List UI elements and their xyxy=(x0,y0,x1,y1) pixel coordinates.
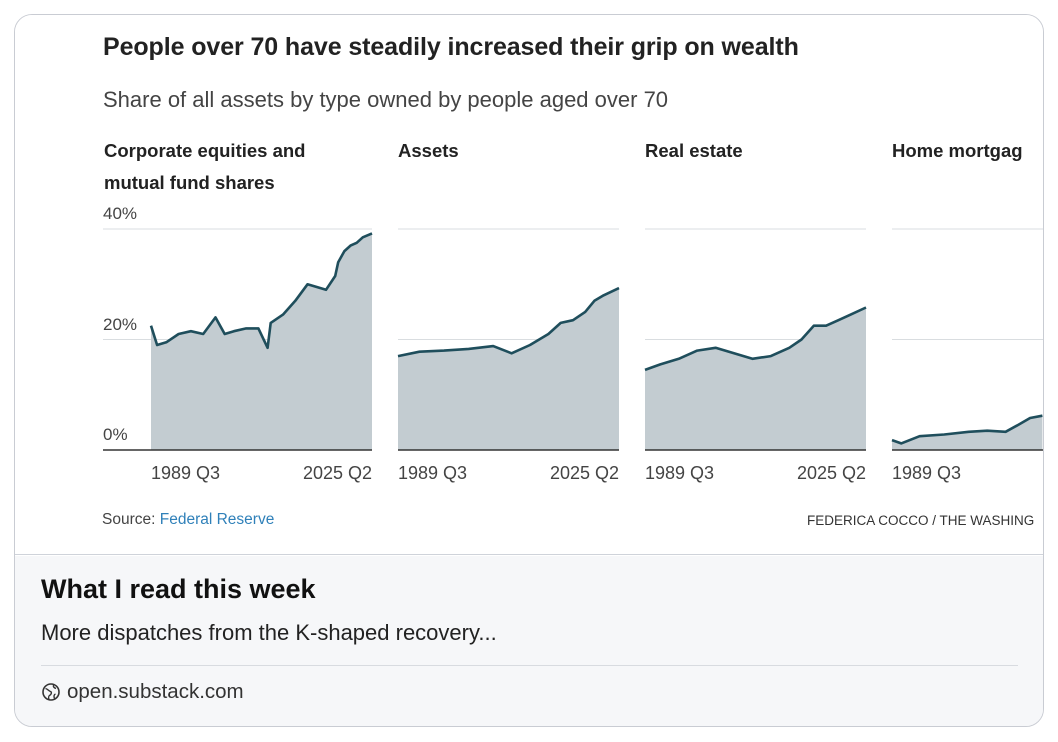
series-line xyxy=(644,306,867,372)
chart-credit: FEDERICA COCCO / THE WASHING xyxy=(807,513,1035,528)
source-link[interactable]: Federal Reserve xyxy=(159,511,275,528)
preview-footer[interactable]: What I read this week More dispatches fr… xyxy=(15,556,1043,726)
source-domain[interactable]: open.substack.com xyxy=(41,680,244,704)
chart-subtitle: Share of all assets by type owned by peo… xyxy=(103,87,669,112)
x-tick-label: 2025 Q2 xyxy=(303,463,372,483)
panel-title-line: mutual fund shares xyxy=(104,172,275,193)
series-line xyxy=(149,232,373,350)
panel-title-home-mortgage: Home mortgag xyxy=(892,135,1023,167)
panel-title-line: Assets xyxy=(398,140,459,161)
chart-plot-area: 1989 Q3 2025 Q2 1989 Q3 2025 Q2 1989 Q3 2025 … xyxy=(103,228,1043,483)
chart-image: People over 70 have steadily increased t… xyxy=(15,15,1043,555)
panel-title-real-estate: Real estate xyxy=(645,135,743,167)
globe-icon xyxy=(42,683,60,701)
panel-title-line: Real estate xyxy=(645,140,743,161)
x-tick-label: 2025 Q2 xyxy=(550,463,619,483)
chart-source: Source: Federal Reserve xyxy=(102,511,274,529)
domain-text: open.substack.com xyxy=(67,680,244,703)
panel-title-equities: Corporate equities and mutual fund share… xyxy=(104,135,305,199)
source-label: Source: xyxy=(102,511,160,528)
x-tick-label: 1989 Q3 xyxy=(645,463,714,483)
y-tick-label: 20% xyxy=(103,315,138,334)
divider xyxy=(41,665,1018,666)
post-description: More dispatches from the K-shaped recove… xyxy=(41,620,497,645)
series-line xyxy=(397,286,620,358)
series-line xyxy=(891,414,1043,445)
link-preview-card[interactable]: People over 70 have steadily increased t… xyxy=(14,14,1044,727)
panel-title-line: Corporate equities and xyxy=(104,140,306,161)
series-area xyxy=(151,233,372,450)
x-tick-label: 1989 Q3 xyxy=(398,463,467,483)
series-area xyxy=(398,288,619,450)
x-tick-label: 1989 Q3 xyxy=(892,463,961,483)
post-title[interactable]: What I read this week xyxy=(41,574,316,604)
chart-title: People over 70 have steadily increased t… xyxy=(103,33,799,61)
x-tick-label: 1989 Q3 xyxy=(151,463,220,483)
y-tick-label: 0% xyxy=(103,425,128,444)
panel-title-assets: Assets xyxy=(398,135,459,167)
y-tick-label: 40% xyxy=(103,204,138,223)
x-tick-label: 2025 Q2 xyxy=(797,463,866,483)
series-area xyxy=(645,307,866,450)
panel-title-line: Home mortgag xyxy=(892,140,1023,161)
